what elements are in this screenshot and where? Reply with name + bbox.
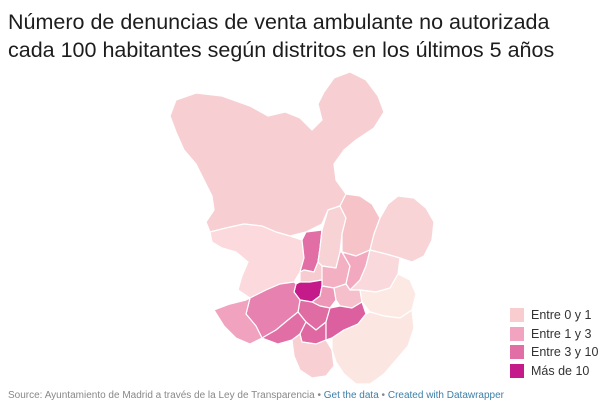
legend-item: Entre 0 y 1: [510, 306, 598, 325]
get-data-link[interactable]: Get the data: [323, 390, 379, 401]
source-text: Source: Ayuntamiento de Madrid a través …: [8, 390, 315, 401]
separator: •: [314, 390, 324, 401]
district-villa-vallecas[interactable]: [331, 309, 415, 385]
legend-label: Entre 0 y 1: [531, 308, 592, 323]
legend-item: Entre 1 y 3: [510, 325, 598, 344]
district-villaverde[interactable]: [291, 333, 335, 379]
separator: •: [378, 390, 388, 401]
legend-label: Entre 3 y 10: [531, 345, 599, 360]
legend-item: Entre 3 y 10: [510, 343, 598, 362]
legend-label: Entre 1 y 3: [531, 326, 592, 341]
district-latina-west[interactable]: [213, 297, 263, 345]
legend-swatch: [510, 363, 524, 378]
legend: Entre 0 y 1 Entre 1 y 3 Entre 3 y 10 Más…: [510, 306, 598, 380]
footer: Source: Ayuntamiento de Madrid a través …: [8, 390, 604, 401]
legend-swatch: [510, 345, 524, 360]
legend-item: Más de 10: [510, 362, 598, 381]
district-fuencarral-el-pardo[interactable]: [169, 71, 385, 237]
legend-swatch: [510, 308, 524, 323]
chart-title: Número de denuncias de venta ambulante n…: [8, 10, 555, 62]
district-vicalvaro[interactable]: [359, 273, 417, 319]
legend-swatch: [510, 326, 524, 341]
datawrapper-link[interactable]: Created with Datawrapper: [387, 390, 505, 401]
legend-label: Más de 10: [531, 363, 590, 378]
